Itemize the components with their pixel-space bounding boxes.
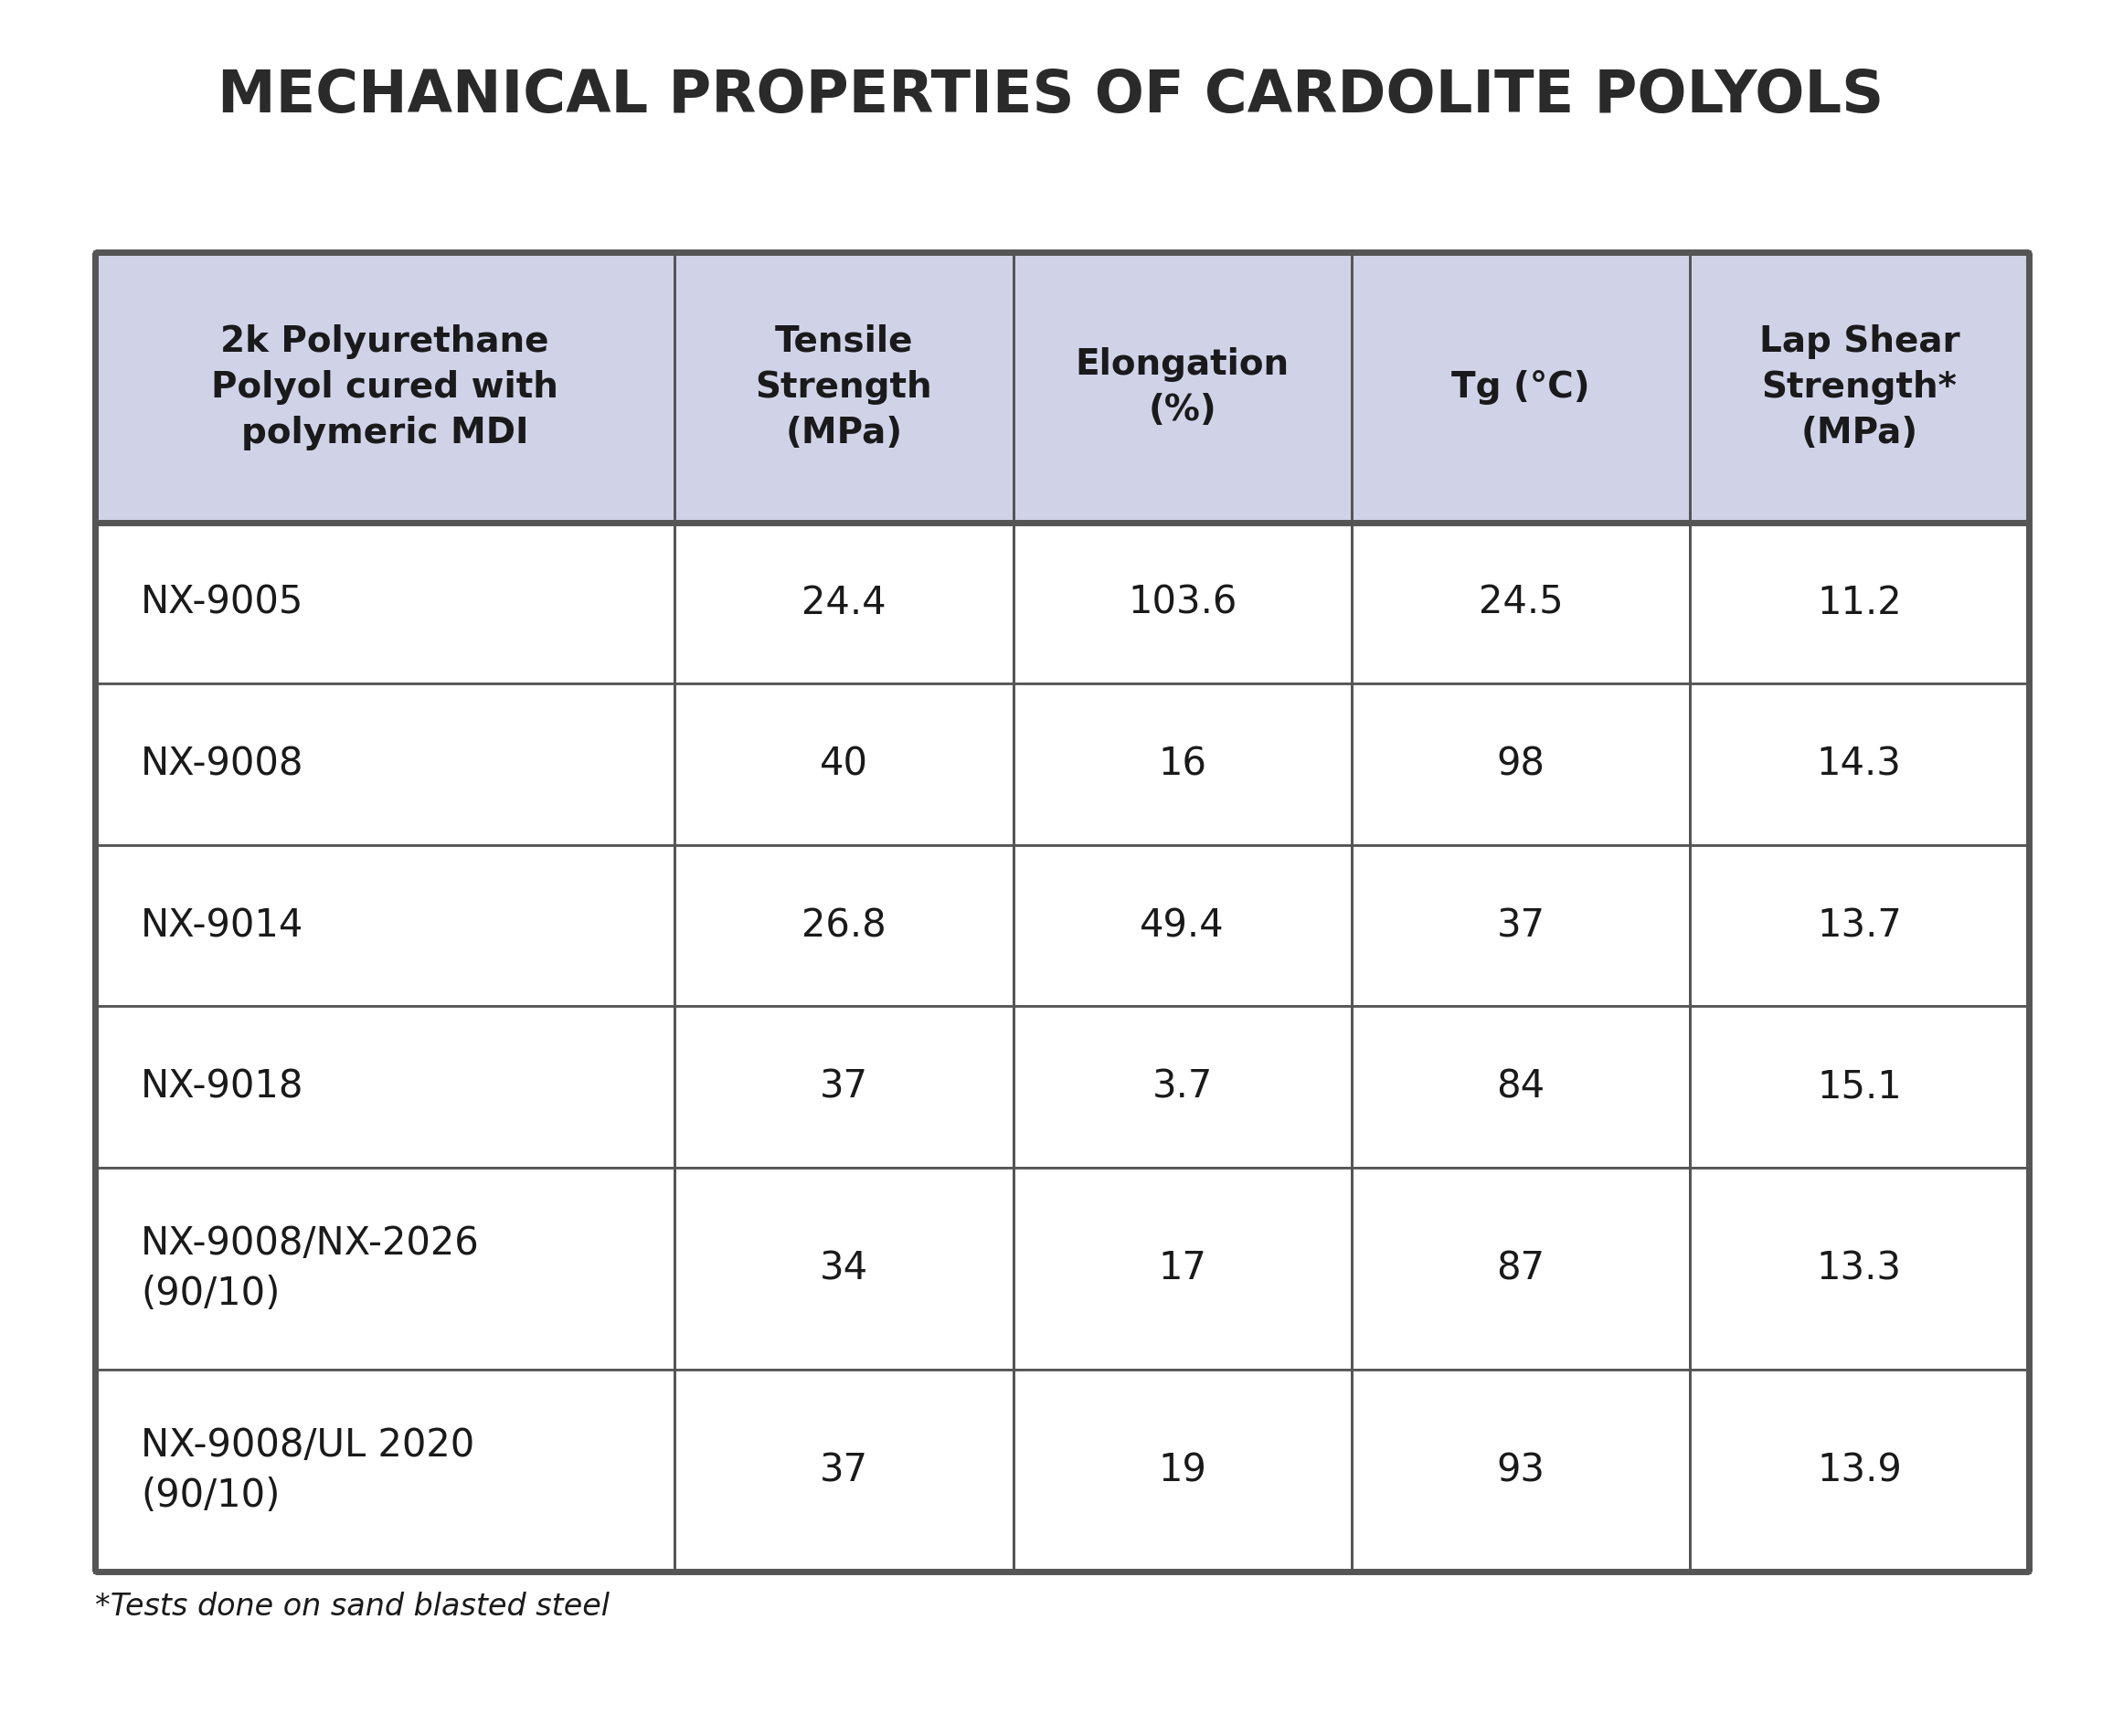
Bar bbox=[1352, 1168, 1690, 1370]
Bar bbox=[675, 845, 1013, 1007]
Text: 13.3: 13.3 bbox=[1816, 1250, 1902, 1288]
Text: 40: 40 bbox=[820, 745, 868, 783]
Text: 49.4: 49.4 bbox=[1139, 906, 1225, 944]
Bar bbox=[95, 1168, 675, 1370]
Bar bbox=[95, 252, 675, 523]
Bar bbox=[95, 1370, 675, 1571]
Bar bbox=[1352, 845, 1690, 1007]
Text: 13.9: 13.9 bbox=[1816, 1451, 1902, 1489]
Bar bbox=[95, 252, 2028, 1571]
Bar bbox=[1352, 252, 1690, 523]
Text: 3.7: 3.7 bbox=[1152, 1068, 1213, 1106]
Bar bbox=[675, 1370, 1013, 1571]
Bar bbox=[1690, 1168, 2028, 1370]
Bar bbox=[675, 523, 1013, 684]
Bar bbox=[95, 684, 675, 845]
Text: 19: 19 bbox=[1158, 1451, 1207, 1489]
Bar bbox=[1352, 684, 1690, 845]
Text: 17: 17 bbox=[1158, 1250, 1207, 1288]
Bar bbox=[1690, 684, 2028, 845]
Bar bbox=[675, 684, 1013, 845]
Bar bbox=[1690, 1370, 2028, 1571]
Bar bbox=[95, 1007, 675, 1168]
Bar bbox=[1013, 252, 1352, 523]
Text: MECHANICAL PROPERTIES OF CARDOLITE POLYOLS: MECHANICAL PROPERTIES OF CARDOLITE POLYO… bbox=[219, 68, 1883, 123]
Bar bbox=[95, 523, 675, 684]
Text: NX-9008: NX-9008 bbox=[141, 745, 305, 783]
Bar bbox=[1690, 1007, 2028, 1168]
Text: 11.2: 11.2 bbox=[1816, 583, 1902, 621]
Text: NX-9008/UL 2020
(90/10): NX-9008/UL 2020 (90/10) bbox=[141, 1425, 475, 1514]
Text: Elongation
(%): Elongation (%) bbox=[1076, 347, 1289, 427]
Text: NX-9005: NX-9005 bbox=[141, 583, 305, 621]
Bar bbox=[1690, 252, 2028, 523]
Text: NX-9008/NX-2026
(90/10): NX-9008/NX-2026 (90/10) bbox=[141, 1224, 479, 1312]
Text: 98: 98 bbox=[1497, 745, 1545, 783]
Bar bbox=[1690, 845, 2028, 1007]
Bar bbox=[95, 845, 675, 1007]
Text: 37: 37 bbox=[820, 1068, 868, 1106]
Text: NX-9014: NX-9014 bbox=[141, 906, 305, 944]
Bar bbox=[1013, 1007, 1352, 1168]
Text: *Tests done on sand blasted steel: *Tests done on sand blasted steel bbox=[95, 1592, 610, 1621]
Bar bbox=[675, 1007, 1013, 1168]
Text: 14.3: 14.3 bbox=[1816, 745, 1902, 783]
Bar bbox=[1352, 1370, 1690, 1571]
Text: 24.4: 24.4 bbox=[801, 583, 887, 621]
Text: 103.6: 103.6 bbox=[1129, 583, 1236, 621]
Bar bbox=[1013, 1168, 1352, 1370]
Text: 93: 93 bbox=[1497, 1451, 1545, 1489]
Text: 87: 87 bbox=[1497, 1250, 1545, 1288]
Bar bbox=[1690, 523, 2028, 684]
Text: 24.5: 24.5 bbox=[1478, 583, 1564, 621]
Text: 15.1: 15.1 bbox=[1816, 1068, 1902, 1106]
Text: Tensile
Strength
(MPa): Tensile Strength (MPa) bbox=[755, 325, 933, 450]
Bar bbox=[675, 252, 1013, 523]
Text: Tg (°C): Tg (°C) bbox=[1452, 370, 1589, 404]
Text: 16: 16 bbox=[1158, 745, 1207, 783]
Bar bbox=[1013, 523, 1352, 684]
Bar bbox=[1013, 684, 1352, 845]
Bar bbox=[1352, 1007, 1690, 1168]
Bar bbox=[1013, 845, 1352, 1007]
Text: 37: 37 bbox=[1497, 906, 1545, 944]
Bar bbox=[1013, 1370, 1352, 1571]
Text: NX-9018: NX-9018 bbox=[141, 1068, 305, 1106]
Text: 84: 84 bbox=[1497, 1068, 1545, 1106]
Text: 13.7: 13.7 bbox=[1816, 906, 1902, 944]
Text: 26.8: 26.8 bbox=[801, 906, 887, 944]
Bar bbox=[675, 1168, 1013, 1370]
Text: 2k Polyurethane
Polyol cured with
polymeric MDI: 2k Polyurethane Polyol cured with polyme… bbox=[210, 325, 559, 450]
Text: 37: 37 bbox=[820, 1451, 868, 1489]
Bar bbox=[1352, 523, 1690, 684]
Text: Lap Shear
Strength*
(MPa): Lap Shear Strength* (MPa) bbox=[1759, 325, 1959, 450]
Text: 34: 34 bbox=[820, 1250, 868, 1288]
